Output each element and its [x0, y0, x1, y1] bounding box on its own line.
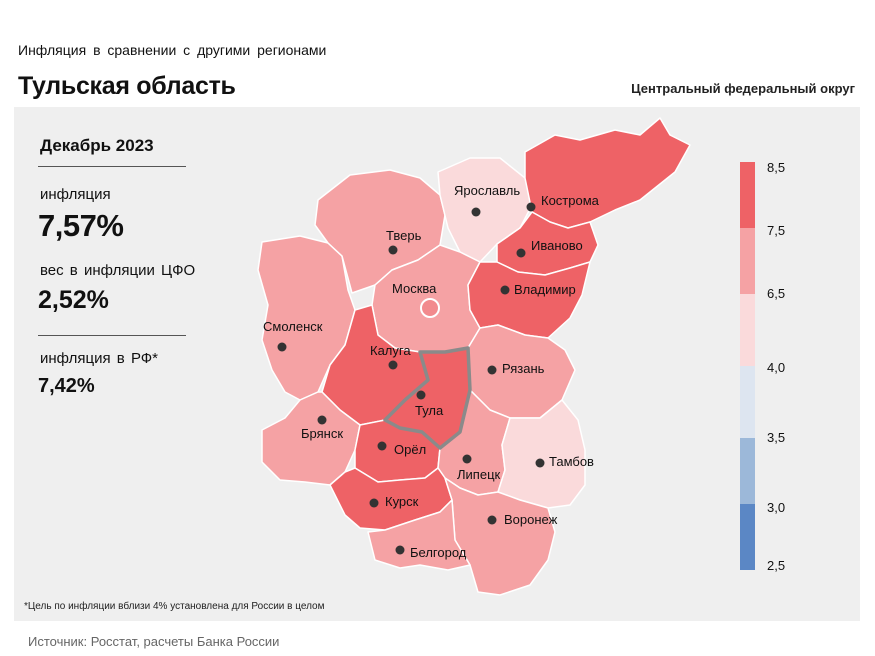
city-dot [388, 360, 398, 370]
city-dot [317, 415, 327, 425]
city-label: Кострома [541, 193, 600, 208]
rf-inflation-value: 7,42% [38, 375, 95, 397]
city-dot [369, 498, 379, 508]
city-dot [277, 342, 287, 352]
scale-tick: 3,0 [767, 500, 785, 515]
scale-segment [740, 438, 755, 504]
inflation-label: инфляция [40, 186, 111, 203]
city-label: Орёл [394, 442, 426, 457]
weight-value: 2,52% [38, 286, 109, 314]
city-dot [462, 454, 472, 464]
city-label: Ярославль [454, 183, 520, 198]
city-label: Белгород [410, 545, 467, 560]
scale-segment [740, 228, 755, 294]
scale-tick: 3,5 [767, 430, 785, 445]
footnote: *Цель по инфляции вблизи 4% установлена … [24, 601, 325, 612]
rf-inflation-label: инфляция в РФ* [40, 350, 159, 367]
city-label: Рязань [502, 361, 545, 376]
scale-segment [740, 504, 755, 570]
city-label: Брянск [301, 426, 343, 441]
city-label: Москва [392, 281, 437, 296]
city-label: Воронеж [504, 512, 558, 527]
moscow-marker [420, 298, 440, 318]
scale-segment [740, 366, 755, 438]
scale-segment [740, 294, 755, 366]
city-label: Владимир [514, 282, 576, 297]
city-dot [500, 285, 510, 295]
city-label: Иваново [531, 238, 583, 253]
city-dot [471, 207, 481, 217]
city-label: Калуга [370, 343, 411, 358]
city-label: Тверь [386, 228, 422, 243]
city-label: Курск [385, 494, 419, 509]
city-label: Смоленск [263, 319, 323, 334]
city-dot [377, 441, 387, 451]
city-dot [395, 545, 405, 555]
selected-region-outline [383, 346, 472, 450]
city-label: Липецк [457, 467, 501, 482]
city-dot [526, 202, 536, 212]
region-belgorod[interactable] [367, 499, 471, 571]
supertitle: Инфляция в сравнении с другими регионами [18, 42, 327, 58]
scale-segment [740, 162, 755, 228]
scale-tick: 7,5 [767, 223, 785, 238]
scale-tick: 4,0 [767, 360, 785, 375]
city-dot [535, 458, 545, 468]
divider [38, 166, 186, 167]
city-dot [388, 245, 398, 255]
city-dot [487, 365, 497, 375]
scale-tick: 8,5 [767, 160, 785, 175]
period-label: Декабрь 2023 [40, 136, 154, 155]
region-kostroma[interactable] [524, 117, 691, 229]
color-scale [740, 162, 755, 570]
city-dot [416, 390, 426, 400]
city-dot [516, 248, 526, 258]
city-label: Тула [415, 403, 444, 418]
scale-tick: 6,5 [767, 286, 785, 301]
region-tambov[interactable] [497, 399, 586, 509]
city-dot [487, 515, 497, 525]
city-label: Тамбов [549, 454, 594, 469]
inflation-value: 7,57% [38, 208, 124, 243]
page-title: Тульская область [18, 72, 236, 100]
divider [38, 335, 186, 336]
district-label: Центральный федеральный округ [631, 81, 855, 96]
source-note: Источник: Росстат, расчеты Банка России [28, 634, 280, 649]
scale-tick: 2,5 [767, 558, 785, 573]
city-markers [277, 202, 545, 555]
weight-label: вес в инфляции ЦФО [40, 262, 196, 279]
